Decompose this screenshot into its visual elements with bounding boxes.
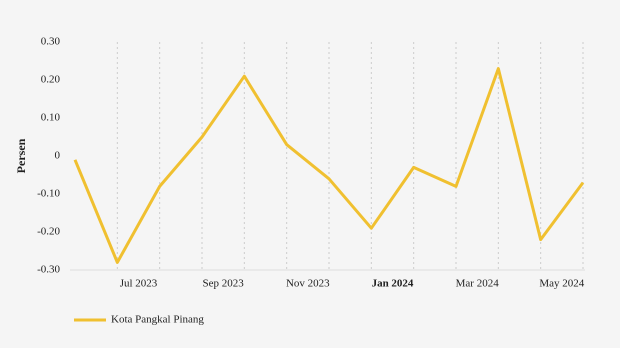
- y-tick-label: -0.20: [37, 226, 60, 238]
- x-tick-label: Jan 2024: [372, 278, 414, 290]
- line: [73, 67, 585, 264]
- legend-label: Kota Pangkal Pinang: [111, 314, 204, 326]
- x-tick-label: Nov 2023: [286, 278, 330, 290]
- y-tick-label: 0.30: [41, 36, 61, 48]
- x-tick-label: May 2024: [539, 278, 584, 290]
- y-tick-label: 0.10: [41, 112, 61, 124]
- y-tick-label: 0.20: [41, 74, 61, 86]
- x-tick-label: Jul 2023: [120, 278, 158, 290]
- y-tick-label: 0: [55, 150, 61, 162]
- x-tick-label: Mar 2024: [456, 278, 500, 290]
- y-tick-label: -0.30: [37, 264, 60, 276]
- x-tick-label: Sep 2023: [203, 278, 245, 290]
- y-axis-label: Persen: [14, 138, 28, 173]
- y-tick-label: -0.10: [37, 188, 60, 200]
